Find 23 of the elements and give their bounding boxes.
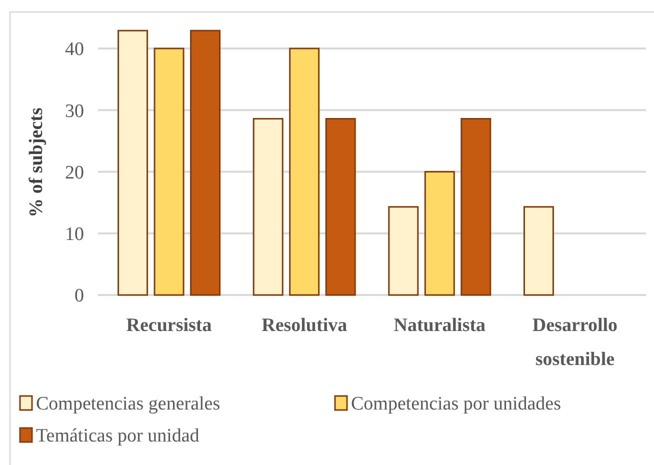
bar (252, 118, 284, 296)
y-axis-title: % of subjects (26, 108, 47, 218)
y-tick-label: 40 (65, 39, 84, 60)
bar (154, 48, 184, 296)
legend-label: Competencias generales (36, 394, 220, 415)
y-tick-label: 30 (65, 100, 84, 122)
y-tick-label: 0 (74, 286, 84, 307)
bar (460, 118, 492, 296)
x-tick-label: Resolutiva (262, 315, 348, 336)
legend-label: Competencias por unidades (351, 394, 562, 415)
bar (289, 48, 320, 296)
bar (523, 206, 554, 296)
bar (388, 206, 419, 296)
bar (325, 118, 356, 296)
y-tick-label: 20 (65, 162, 84, 184)
x-tick-label: Recursista (126, 315, 212, 336)
legend-label: Temáticas por unidad (36, 426, 200, 447)
x-tick-label: Desarrollo sostenible (532, 315, 618, 370)
y-tick-label: 10 (65, 224, 84, 246)
x-tick-label: Naturalista (394, 315, 486, 336)
bar (118, 30, 148, 296)
bar (424, 170, 455, 296)
bar (190, 30, 221, 296)
